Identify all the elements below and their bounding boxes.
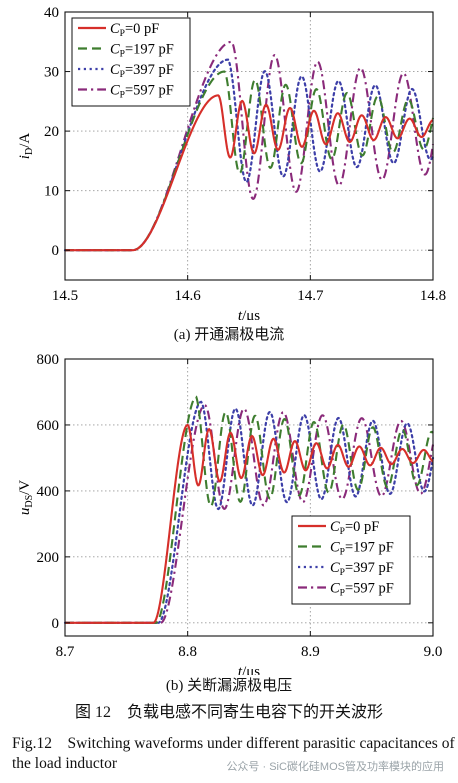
legend-label: CP=197 pF [110, 42, 174, 60]
x-tick-label: 14.8 [420, 288, 446, 304]
y-axis-label: iD/A [17, 133, 35, 160]
series-line-cp0 [65, 94, 434, 252]
y-axis-label: uDS/V [17, 480, 35, 515]
legend-label: CP=597 pF [330, 581, 394, 599]
series-line-cp397 [63, 58, 435, 252]
chart-turn-on-drain-current: 14.5 14.6 14.7 14.8 0 10 20 30 40 t/μs iD/A CP=0 pF… [17, 5, 446, 320]
figure-title-en: Fig.12 Switching waveforms under differe… [12, 735, 455, 772]
legend: CP=0 pF CP=197 pF CP=397 pF CP=597 pF [291, 515, 411, 605]
series-line-cp0 [65, 423, 434, 624]
y-tick-label: 30 [44, 65, 59, 81]
y-tick-label: 40 [44, 5, 59, 21]
series-line-cp397 [63, 400, 435, 624]
plot-frame [64, 11, 434, 281]
legend-label: CP=397 pF [110, 62, 174, 80]
y-tick-label: 0 [52, 616, 60, 632]
legend-box [71, 17, 191, 107]
plot-frame [64, 358, 434, 637]
watermark: 公众号 · SiC碳化硅MOS管及功率模块的应用 [226, 761, 444, 773]
x-tick-label: 14.7 [297, 288, 324, 304]
caption-b: (b) 关断漏源极电压 [165, 678, 293, 694]
y-tick-label: 800 [37, 352, 60, 368]
x-axis-label: t/μs [238, 308, 260, 320]
y-tick-label: 600 [37, 418, 60, 434]
x-tick-label: 9.0 [424, 644, 443, 660]
x-tick-label: 8.8 [178, 644, 197, 660]
y-tick-label: 400 [37, 484, 60, 500]
x-tick-label: 8.7 [56, 644, 75, 660]
legend-label: CP=197 pF [330, 540, 394, 558]
y-tick-label: 0 [52, 243, 60, 259]
legend-label: CP=0 pF [330, 519, 379, 537]
chart-turn-off-drain-source-voltage: 8.7 8.8 8.9 9.0 0 200 400 600 800 t/μs uDS/V CP=0 p… [17, 352, 443, 675]
legend-label: CP=597 pF [110, 83, 174, 101]
x-axis-label: t/μs [238, 664, 260, 675]
legend-label: CP=0 pF [110, 21, 159, 39]
y-tick-label: 10 [44, 184, 59, 200]
legend-label: CP=397 pF [330, 560, 394, 578]
x-tick-label: 14.6 [175, 288, 202, 304]
figure-title-cn: 图 12 负载电感不同寄生电容下的开关波形 [74, 704, 383, 721]
y-tick-label: 200 [37, 550, 60, 566]
y-tick-label: 20 [44, 124, 59, 140]
caption-a: (a) 开通漏极电流 [173, 327, 285, 343]
legend-box [291, 515, 411, 605]
x-tick-label: 8.9 [301, 644, 320, 660]
legend: CP=0 pF CP=197 pF CP=397 pF CP=597 pF [71, 17, 191, 107]
x-tick-label: 14.5 [52, 288, 78, 304]
